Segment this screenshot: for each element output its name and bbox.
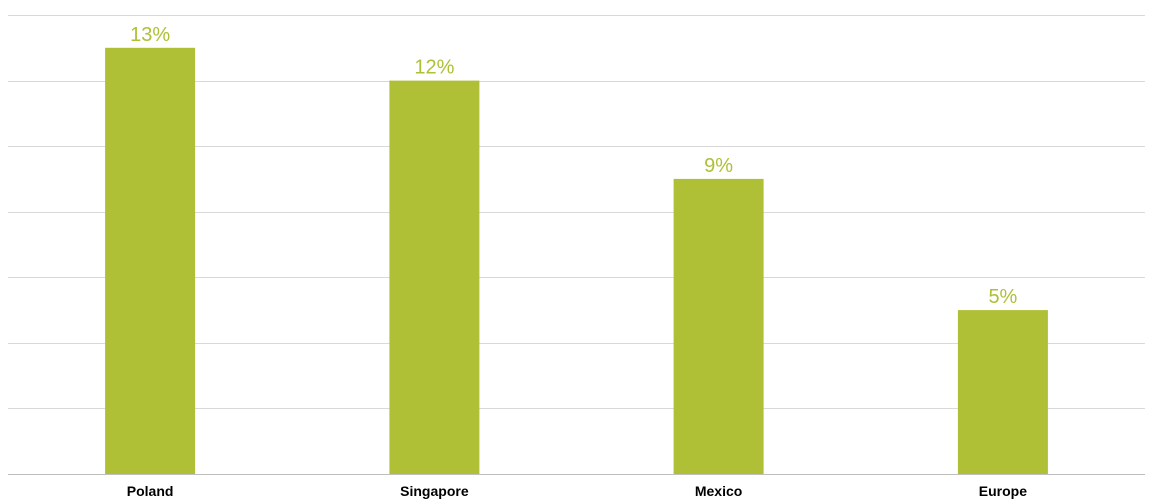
bar-singapore [389,80,480,474]
bar-mexico [673,178,764,474]
bar-europe [957,310,1048,474]
tick-label-mexico: Mexico [695,483,742,499]
gridlines [8,15,1145,475]
data-label-singapore: 12% [414,57,454,79]
data-label-mexico: 9% [704,155,733,177]
x-axis-tick-labels: Poland Singapore Mexico Europe [127,483,1027,499]
tick-label-europe: Europe [979,483,1027,499]
data-label-europe: 5% [988,286,1017,308]
tick-label-poland: Poland [127,483,174,499]
tick-label-singapore: Singapore [400,483,469,499]
bar-poland [105,47,196,475]
data-label-poland: 13% [130,24,170,46]
bars [105,47,1048,475]
data-labels: 13% 12% 9% 5% [130,24,1017,308]
